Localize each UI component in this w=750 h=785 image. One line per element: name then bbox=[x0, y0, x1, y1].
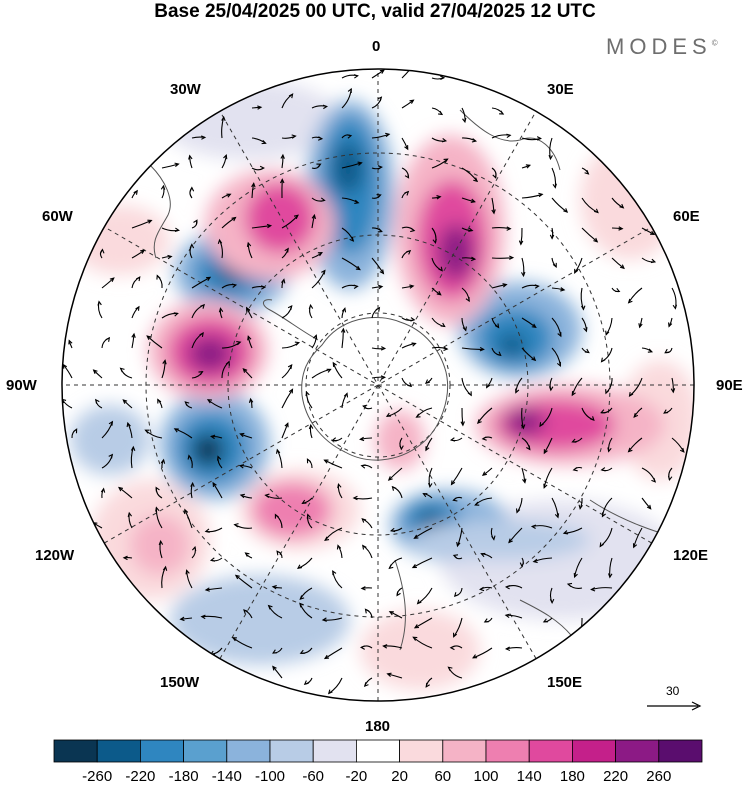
colorbar-swatch bbox=[529, 740, 572, 762]
colorbar-swatch bbox=[443, 740, 486, 762]
lon-label-30w: 30W bbox=[170, 81, 201, 98]
lon-label-90w: 90W bbox=[6, 377, 37, 394]
colorbar-swatch bbox=[356, 740, 399, 762]
lon-label-60e: 60E bbox=[673, 208, 700, 225]
colorbar-tick-label: 220 bbox=[603, 768, 628, 785]
colorbar-tick-label: -220 bbox=[125, 768, 155, 785]
colorbar-swatch bbox=[400, 740, 443, 762]
lon-label-180: 180 bbox=[365, 718, 390, 735]
lon-label-90e: 90E bbox=[716, 377, 743, 394]
colorbar-tick-label: 100 bbox=[473, 768, 498, 785]
lon-label-150w: 150W bbox=[160, 674, 199, 691]
graticule bbox=[58, 65, 698, 705]
colorbar-swatch bbox=[572, 740, 615, 762]
colorbar-tick-label: 260 bbox=[646, 768, 671, 785]
colorbar-swatch bbox=[227, 740, 270, 762]
colorbar-swatch bbox=[313, 740, 356, 762]
reference-vector bbox=[647, 702, 700, 710]
reference-vector-label: 30 bbox=[666, 684, 679, 698]
colorbar-tick-label: 180 bbox=[560, 768, 585, 785]
lon-label-150e: 150E bbox=[547, 674, 582, 691]
colorbar-swatch bbox=[54, 740, 97, 762]
colorbar-swatch bbox=[486, 740, 529, 762]
lon-label-60w: 60W bbox=[42, 208, 73, 225]
colorbar-tick-label: 140 bbox=[517, 768, 542, 785]
colorbar-swatch bbox=[270, 740, 313, 762]
colorbar-swatch bbox=[97, 740, 140, 762]
lon-label-120w: 120W bbox=[35, 547, 74, 564]
lon-label-120e: 120E bbox=[673, 547, 708, 564]
colorbar-swatch bbox=[659, 740, 702, 762]
colorbar-tick-label: -20 bbox=[346, 768, 368, 785]
colorbar-tick-label: 20 bbox=[391, 768, 408, 785]
colorbar-tick-label: -140 bbox=[212, 768, 242, 785]
colorbar-tick-label: -60 bbox=[302, 768, 324, 785]
colorbar-tick-label: -260 bbox=[82, 768, 112, 785]
lon-label-30e: 30E bbox=[547, 81, 574, 98]
colorbar-swatch bbox=[616, 740, 659, 762]
colorbar-swatch bbox=[184, 740, 227, 762]
colorbar-tick-label: 60 bbox=[434, 768, 451, 785]
colorbar-tick-label: -100 bbox=[255, 768, 285, 785]
wind-vector-head bbox=[578, 634, 581, 638]
colorbar-tick-label: -180 bbox=[169, 768, 199, 785]
colorbar bbox=[54, 740, 702, 762]
colorbar-swatch bbox=[140, 740, 183, 762]
wind-vector-head bbox=[412, 63, 416, 67]
lon-label-0: 0 bbox=[372, 38, 380, 55]
